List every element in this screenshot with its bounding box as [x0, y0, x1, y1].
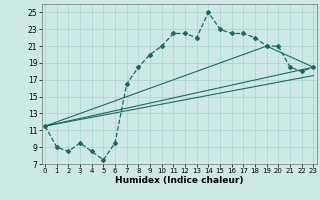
- X-axis label: Humidex (Indice chaleur): Humidex (Indice chaleur): [115, 176, 244, 185]
